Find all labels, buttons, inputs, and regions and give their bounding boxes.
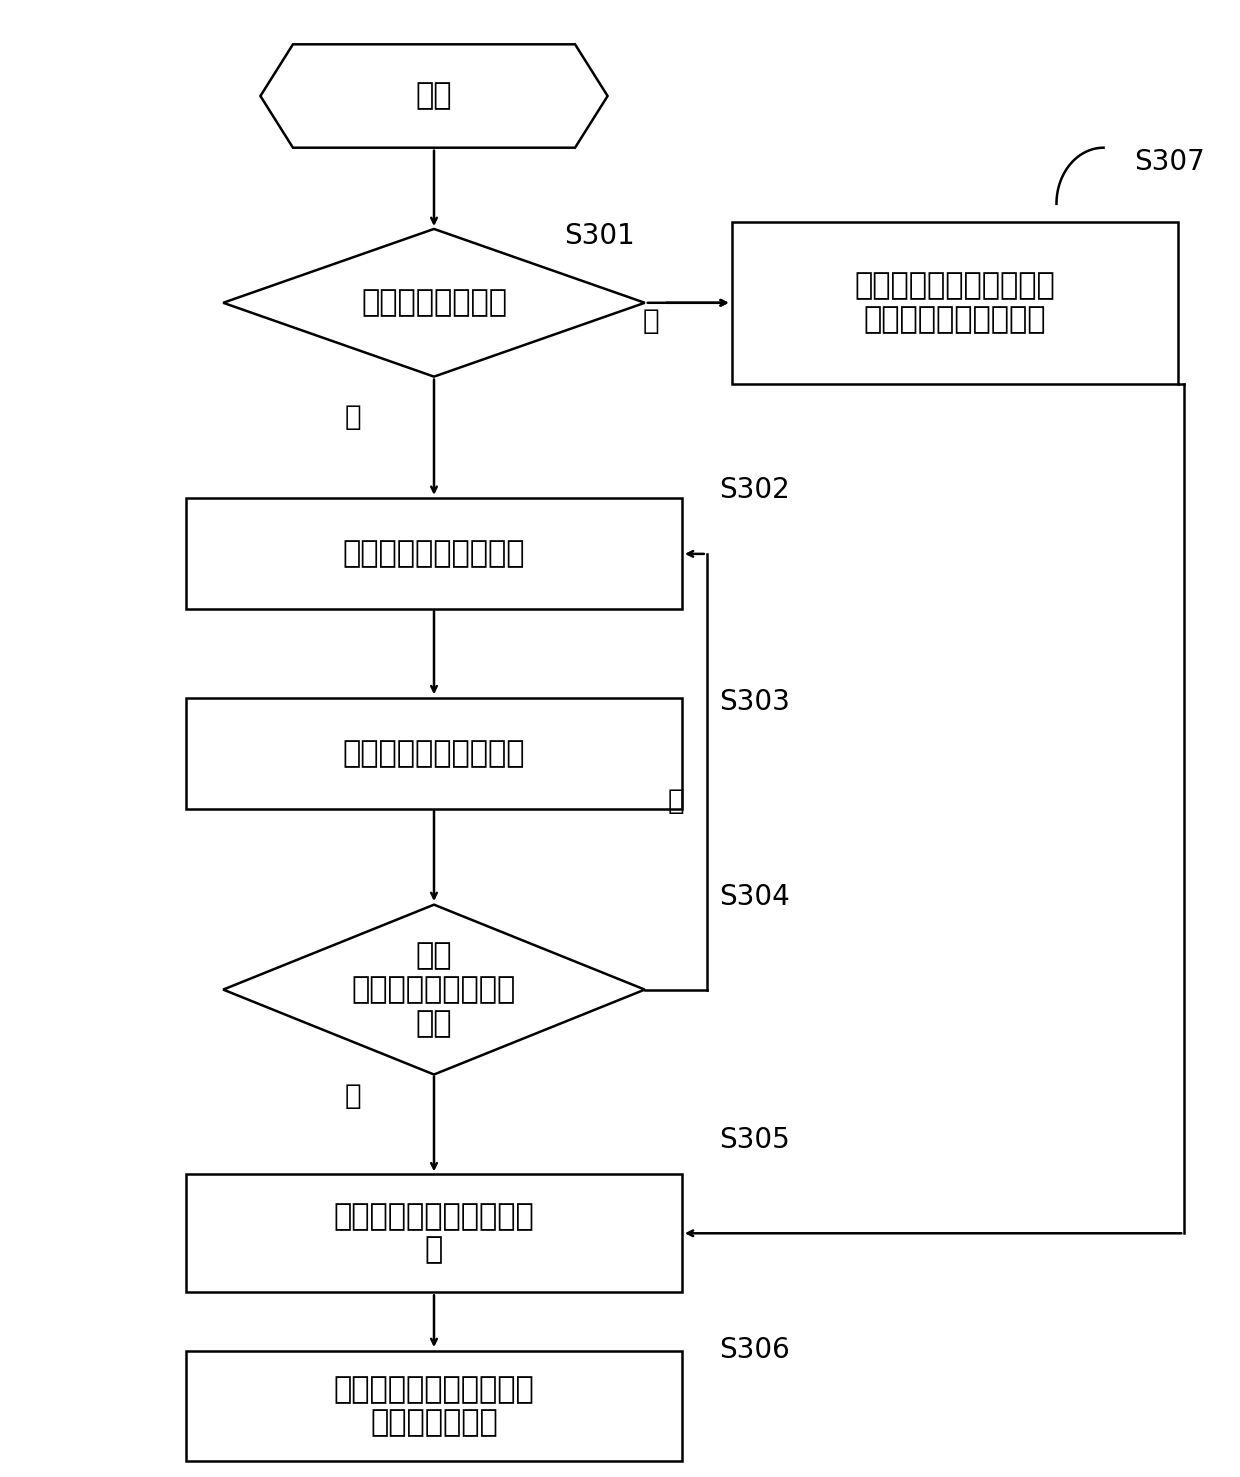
- Text: 是: 是: [345, 1083, 362, 1109]
- Polygon shape: [223, 904, 645, 1075]
- Text: 否: 否: [642, 307, 660, 334]
- Text: S307: S307: [1135, 149, 1205, 176]
- Text: S301: S301: [564, 223, 635, 250]
- Bar: [186, 1350, 682, 1462]
- Text: S302: S302: [719, 477, 790, 504]
- Text: 是否
遍历所有方向的业务
波束: 是否 遍历所有方向的业务 波束: [352, 941, 516, 1038]
- Polygon shape: [260, 44, 608, 148]
- Text: 开始: 开始: [415, 81, 453, 111]
- Bar: [186, 699, 682, 809]
- Text: 发射之前接入的工作波束
所在的组别的下行信号: 发射之前接入的工作波束 所在的组别的下行信号: [854, 272, 1055, 334]
- Text: 是否是第一次搜索: 是否是第一次搜索: [361, 288, 507, 318]
- Text: 是: 是: [345, 403, 362, 430]
- Text: 将信号强度最强的业务波
束作为工作波束: 将信号强度最强的业务波 束作为工作波束: [334, 1375, 534, 1437]
- Text: 上报信号强度的结果给基
站: 上报信号强度的结果给基 站: [334, 1202, 534, 1264]
- Text: S305: S305: [719, 1127, 790, 1154]
- Polygon shape: [223, 229, 645, 377]
- Text: S303: S303: [719, 688, 790, 715]
- Bar: [186, 499, 682, 609]
- Text: S304: S304: [719, 883, 790, 910]
- Text: S306: S306: [719, 1337, 790, 1363]
- Text: 否: 否: [667, 787, 684, 814]
- Bar: [186, 1174, 682, 1292]
- Text: 终端并行接收下行信号: 终端并行接收下行信号: [342, 738, 526, 768]
- Bar: [732, 222, 1178, 384]
- Text: 基站并行发送下行信号: 基站并行发送下行信号: [342, 539, 526, 569]
